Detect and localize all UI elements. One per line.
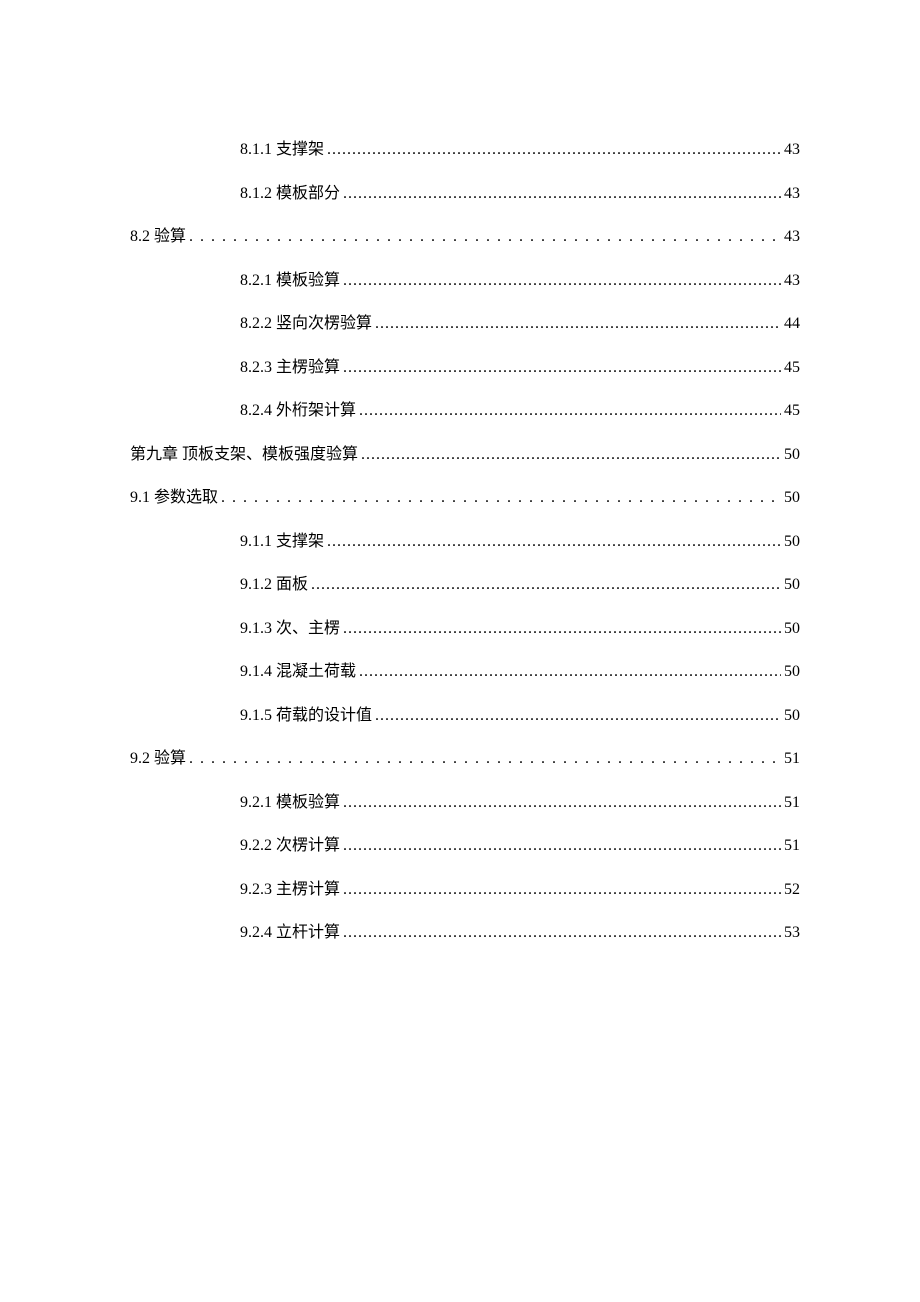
toc-entry: 9.2.4 立杆计算..............................… [130,918,800,942]
toc-entry: 9.2 验算..................................… [130,744,800,768]
toc-label: 9.1.2 面板 [240,570,308,594]
toc-page-number: 50 [784,533,800,551]
toc-leader: ........................................… [359,663,781,681]
toc-leader: ........................................… [221,489,781,507]
toc-entry: 9.1 参数选取................................… [130,483,800,507]
toc-leader: ........................................… [361,446,781,464]
toc-page-number: 50 [784,576,800,594]
toc-leader: ........................................… [343,924,781,942]
toc-page-number: 50 [784,489,800,507]
toc-page-number: 45 [784,402,800,420]
toc-label: 9.1.4 混凝土荷载 [240,657,356,681]
toc-label: 9.2.2 次楞计算 [240,831,340,855]
toc-leader: ........................................… [343,185,781,203]
toc-leader: ........................................… [343,794,781,812]
toc-entry: 8.1.1 支撑架...............................… [130,135,800,159]
toc-leader: ........................................… [327,141,781,159]
toc-entry: 8.2.3 主楞验算..............................… [130,353,800,377]
toc-page-number: 52 [784,881,800,899]
toc-entry: 9.1.5 荷载的设计值............................… [130,701,800,725]
toc-label: 9.2 验算 [130,744,186,768]
toc-label: 9.1.5 荷载的设计值 [240,701,372,725]
toc-entry: 9.1.2 面板................................… [130,570,800,594]
toc-leader: ........................................… [375,315,781,333]
toc-leader: ........................................… [189,228,781,246]
toc-page-number: 51 [784,750,800,768]
toc-label: 9.1.1 支撑架 [240,527,324,551]
toc-leader: ........................................… [359,402,781,420]
table-of-contents: 8.1.1 支撑架...............................… [130,135,800,942]
toc-label: 9.1 参数选取 [130,483,218,507]
toc-page-number: 51 [784,794,800,812]
toc-leader: ........................................… [343,837,781,855]
toc-page-number: 51 [784,837,800,855]
toc-label: 9.2.1 模板验算 [240,788,340,812]
toc-page-number: 50 [784,446,800,464]
toc-entry: 9.1.1 支撑架...............................… [130,527,800,551]
toc-entry: 第九章 顶板支架、模板强度验算.........................… [130,440,800,464]
toc-label: 8.2.4 外桁架计算 [240,396,356,420]
toc-entry: 8.2.4 外桁架计算.............................… [130,396,800,420]
toc-page-number: 50 [784,620,800,638]
toc-label: 8.2.1 模板验算 [240,266,340,290]
toc-label: 9.1.3 次、主楞 [240,614,340,638]
toc-label: 8.2.3 主楞验算 [240,353,340,377]
toc-entry: 8.1.2 模板部分..............................… [130,179,800,203]
toc-leader: ........................................… [311,576,781,594]
toc-label: 8.1.2 模板部分 [240,179,340,203]
toc-leader: ........................................… [343,881,781,899]
toc-label: 8.2.2 竖向次楞验算 [240,309,372,333]
toc-entry: 8.2.1 模板验算..............................… [130,266,800,290]
toc-entry: 9.1.4 混凝土荷载.............................… [130,657,800,681]
toc-label: 8.1.1 支撑架 [240,135,324,159]
toc-leader: ........................................… [343,620,781,638]
toc-page-number: 45 [784,359,800,377]
toc-page-number: 43 [784,272,800,290]
toc-page-number: 44 [784,315,800,333]
toc-page-number: 43 [784,185,800,203]
toc-label: 8.2 验算 [130,222,186,246]
toc-label: 第九章 顶板支架、模板强度验算 [130,440,358,464]
toc-leader: ........................................… [375,707,781,725]
toc-entry: 9.2.3 主楞计算..............................… [130,875,800,899]
toc-entry: 9.2.2 次楞计算..............................… [130,831,800,855]
toc-entry: 8.2.2 竖向次楞验算............................… [130,309,800,333]
toc-entry: 9.1.3 次、主楞..............................… [130,614,800,638]
toc-label: 9.2.3 主楞计算 [240,875,340,899]
toc-page-number: 43 [784,228,800,246]
toc-page-number: 50 [784,663,800,681]
toc-page-number: 50 [784,707,800,725]
toc-leader: ........................................… [343,359,781,377]
toc-label: 9.2.4 立杆计算 [240,918,340,942]
toc-page-number: 43 [784,141,800,159]
toc-leader: ........................................… [189,750,781,768]
toc-leader: ........................................… [327,533,781,551]
toc-leader: ........................................… [343,272,781,290]
toc-page-number: 53 [784,924,800,942]
toc-entry: 9.2.1 模板验算..............................… [130,788,800,812]
toc-entry: 8.2 验算..................................… [130,222,800,246]
